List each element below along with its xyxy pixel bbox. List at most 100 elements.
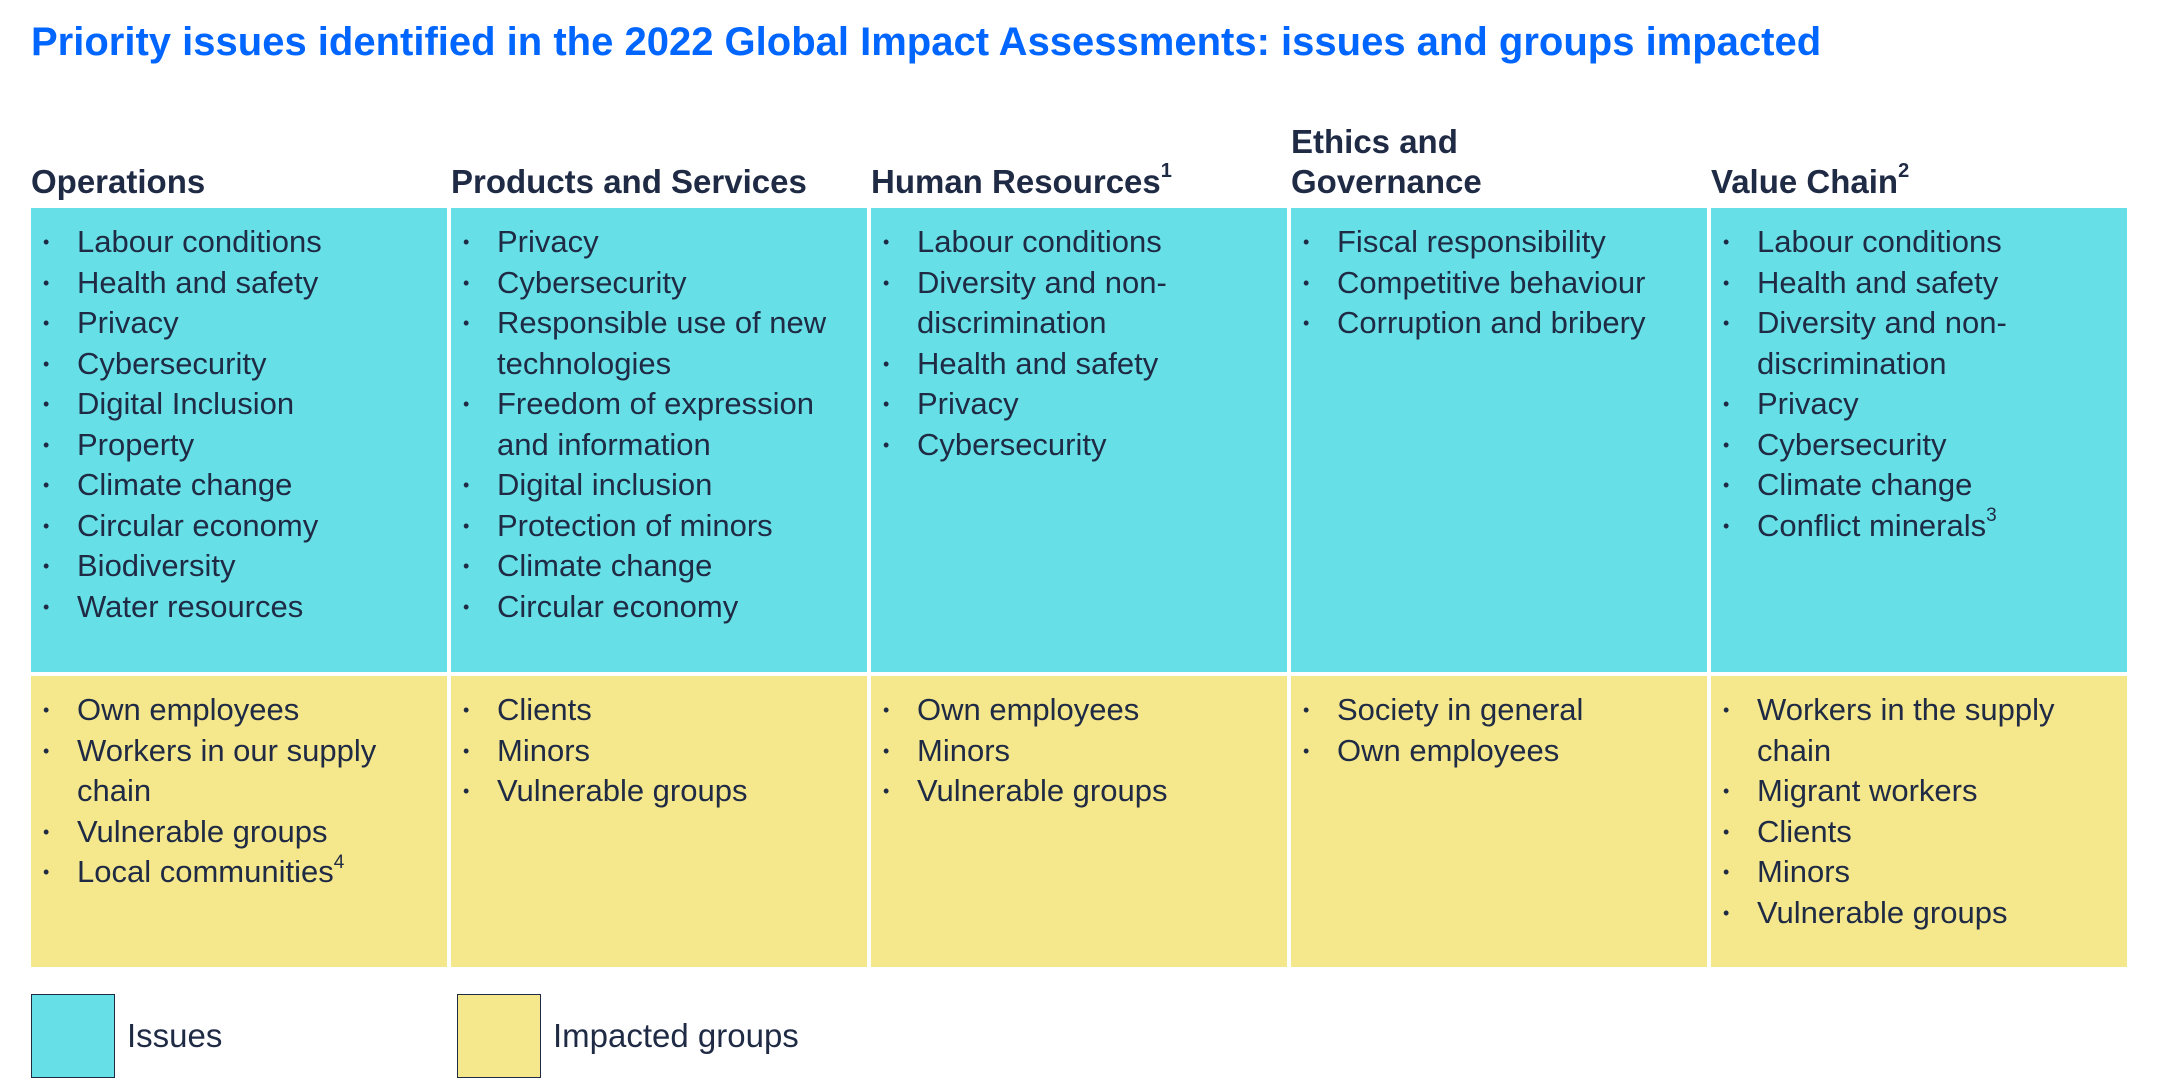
- list-item: Digital Inclusion: [41, 384, 441, 425]
- list-item-text: Vulnerable groups: [917, 773, 1168, 808]
- issues-list: Labour conditions Health and safety Privac…: [41, 222, 441, 627]
- list-item-text: Digital Inclusion: [77, 386, 295, 421]
- list-item: Cybersecurity: [1721, 425, 2121, 466]
- assessment-table: Labour conditions Health and safety Privac…: [31, 208, 2127, 967]
- list-item-text: Vulnerable groups: [1757, 894, 2008, 930]
- list-item-text: Minors: [917, 732, 1011, 768]
- list-item-text: Protection of minors: [497, 507, 773, 543]
- list-item-text: Health and safety: [1757, 264, 1999, 300]
- list-item-text: Privacy: [497, 224, 599, 259]
- list-item: Privacy: [881, 384, 1281, 425]
- list-item-text: Conflict minerals: [1757, 507, 1987, 543]
- list-item-text: Cybersecurity: [917, 426, 1107, 462]
- list-item-text: Diversity and non-discrimination: [917, 264, 1167, 341]
- list-item-text: Fiscal responsibility: [1337, 224, 1606, 259]
- list-item: Biodiversity: [41, 546, 441, 587]
- list-item-text: Privacy: [917, 386, 1019, 421]
- impacted-groups-list: Own employees Workers in our supply chain…: [41, 690, 441, 893]
- list-item-text: Labour conditions: [917, 224, 1162, 259]
- impacted-groups-cell: Own employees Workers in our supply chain…: [31, 676, 447, 967]
- issues-swatch: [31, 994, 115, 1078]
- issues-cell: Fiscal responsibility Competitive behavio…: [1291, 208, 1707, 672]
- list-item: Health and safety: [881, 344, 1281, 385]
- list-item: Labour conditions: [1721, 222, 2121, 263]
- column-header-value-chain: Value Chain2: [1711, 161, 1909, 202]
- impacted-groups-row: Own employees Workers in our supply chain…: [31, 676, 2127, 967]
- list-item: Health and safety: [41, 263, 441, 304]
- list-item-text: Minors: [1757, 854, 1851, 889]
- impacted-groups-cell: Workers in the supply chain Migrant worke…: [1711, 676, 2127, 967]
- list-item-text: Migrant workers: [1757, 773, 1978, 808]
- list-item: Cybersecurity: [461, 263, 861, 304]
- column-header-operations: Operations: [31, 162, 205, 202]
- issues-row: Labour conditions Health and safety Privac…: [31, 208, 2127, 672]
- list-item: Minors: [881, 731, 1281, 772]
- list-item: Clients: [461, 690, 861, 731]
- list-item: Vulnerable groups: [461, 771, 861, 812]
- list-item: Clients: [1721, 812, 2121, 853]
- list-item: Digital inclusion: [461, 465, 861, 506]
- list-item-text: Circular economy: [497, 588, 739, 624]
- list-item: Cybersecurity: [881, 425, 1281, 466]
- list-item: Diversity and non-discrimination: [881, 263, 1281, 344]
- footnote-marker: 1: [1160, 160, 1172, 182]
- list-item: Climate change: [461, 546, 861, 587]
- list-item: Property: [41, 425, 441, 466]
- list-item: Local communities4: [41, 852, 441, 893]
- footnote-marker: 4: [333, 851, 345, 873]
- issues-list: Labour conditions Health and safety Divers…: [1721, 222, 2121, 546]
- list-item: Labour conditions: [41, 222, 441, 263]
- list-item: Vulnerable groups: [1721, 893, 2121, 934]
- legend-item-impacted-groups: Impacted groups: [457, 993, 799, 1079]
- list-item-text: Privacy: [77, 305, 179, 340]
- impacted-groups-list: Workers in the supply chain Migrant worke…: [1721, 690, 2121, 933]
- list-item: Workers in the supply chain: [1721, 690, 2121, 771]
- list-item: Freedom of expression and information: [461, 384, 861, 465]
- list-item: Health and safety: [1721, 263, 2121, 304]
- list-item: Responsible use of new technologies: [461, 303, 861, 384]
- legend-item-issues: Issues: [31, 993, 222, 1079]
- impacted-groups-list: Society in general Own employees: [1301, 690, 1701, 771]
- list-item-text: Competitive behaviour: [1337, 264, 1646, 300]
- issues-list: Fiscal responsibility Competitive behavio…: [1301, 222, 1701, 344]
- column-header-label: Value Chain: [1711, 163, 1899, 200]
- list-item: Diversity and non-discrimination: [1721, 303, 2121, 384]
- list-item-text: Circular economy: [77, 507, 319, 543]
- list-item-text: Health and safety: [917, 345, 1159, 381]
- list-item: Vulnerable groups: [881, 771, 1281, 812]
- list-item-text: Own employees: [917, 692, 1140, 727]
- list-item-text: Health and safety: [77, 264, 319, 300]
- list-item: Conflict minerals3: [1721, 506, 2121, 547]
- list-item: Own employees: [881, 690, 1281, 731]
- list-item: Climate change: [1721, 465, 2121, 506]
- list-item: Society in general: [1301, 690, 1701, 731]
- legend: Issues Impacted groups: [31, 993, 1131, 1079]
- list-item-text: Own employees: [1337, 732, 1560, 768]
- issues-cell: Privacy Cybersecurity Responsible use of n…: [451, 208, 867, 672]
- page-title: Priority issues identified in the 2022 G…: [31, 20, 1822, 64]
- list-item-text: Cybersecurity: [77, 345, 267, 381]
- list-item: Workers in our supply chain: [41, 731, 441, 812]
- list-item-text: Labour conditions: [77, 224, 322, 259]
- list-item: Minors: [1721, 852, 2121, 893]
- column-headers: Operations Products and Services Human R…: [31, 118, 2127, 208]
- column-header-label: Products and Services: [451, 163, 807, 200]
- list-item-text: Climate change: [497, 548, 713, 583]
- list-item: Cybersecurity: [41, 344, 441, 385]
- impacted-groups-cell: Society in general Own employees: [1291, 676, 1707, 967]
- list-item: Fiscal responsibility: [1301, 222, 1701, 263]
- impacted-groups-cell: Clients Minors Vulnerable groups: [451, 676, 867, 967]
- legend-label-impacted-groups: Impacted groups: [553, 1017, 799, 1054]
- list-item: Own employees: [1301, 731, 1701, 772]
- list-item: Protection of minors: [461, 506, 861, 547]
- column-header-label-line2: Governance: [1291, 163, 1482, 200]
- list-item: Water resources: [41, 587, 441, 628]
- list-item-text: Vulnerable groups: [497, 773, 748, 808]
- list-item-text: Cybersecurity: [1757, 426, 1947, 462]
- list-item-text: Water resources: [77, 588, 304, 624]
- list-item-text: Freedom of expression and information: [497, 386, 815, 462]
- list-item-text: Responsible use of new technologies: [497, 305, 827, 381]
- list-item-text: Society in general: [1337, 692, 1584, 727]
- list-item-text: Biodiversity: [77, 548, 236, 583]
- list-item-text: Digital inclusion: [497, 467, 713, 502]
